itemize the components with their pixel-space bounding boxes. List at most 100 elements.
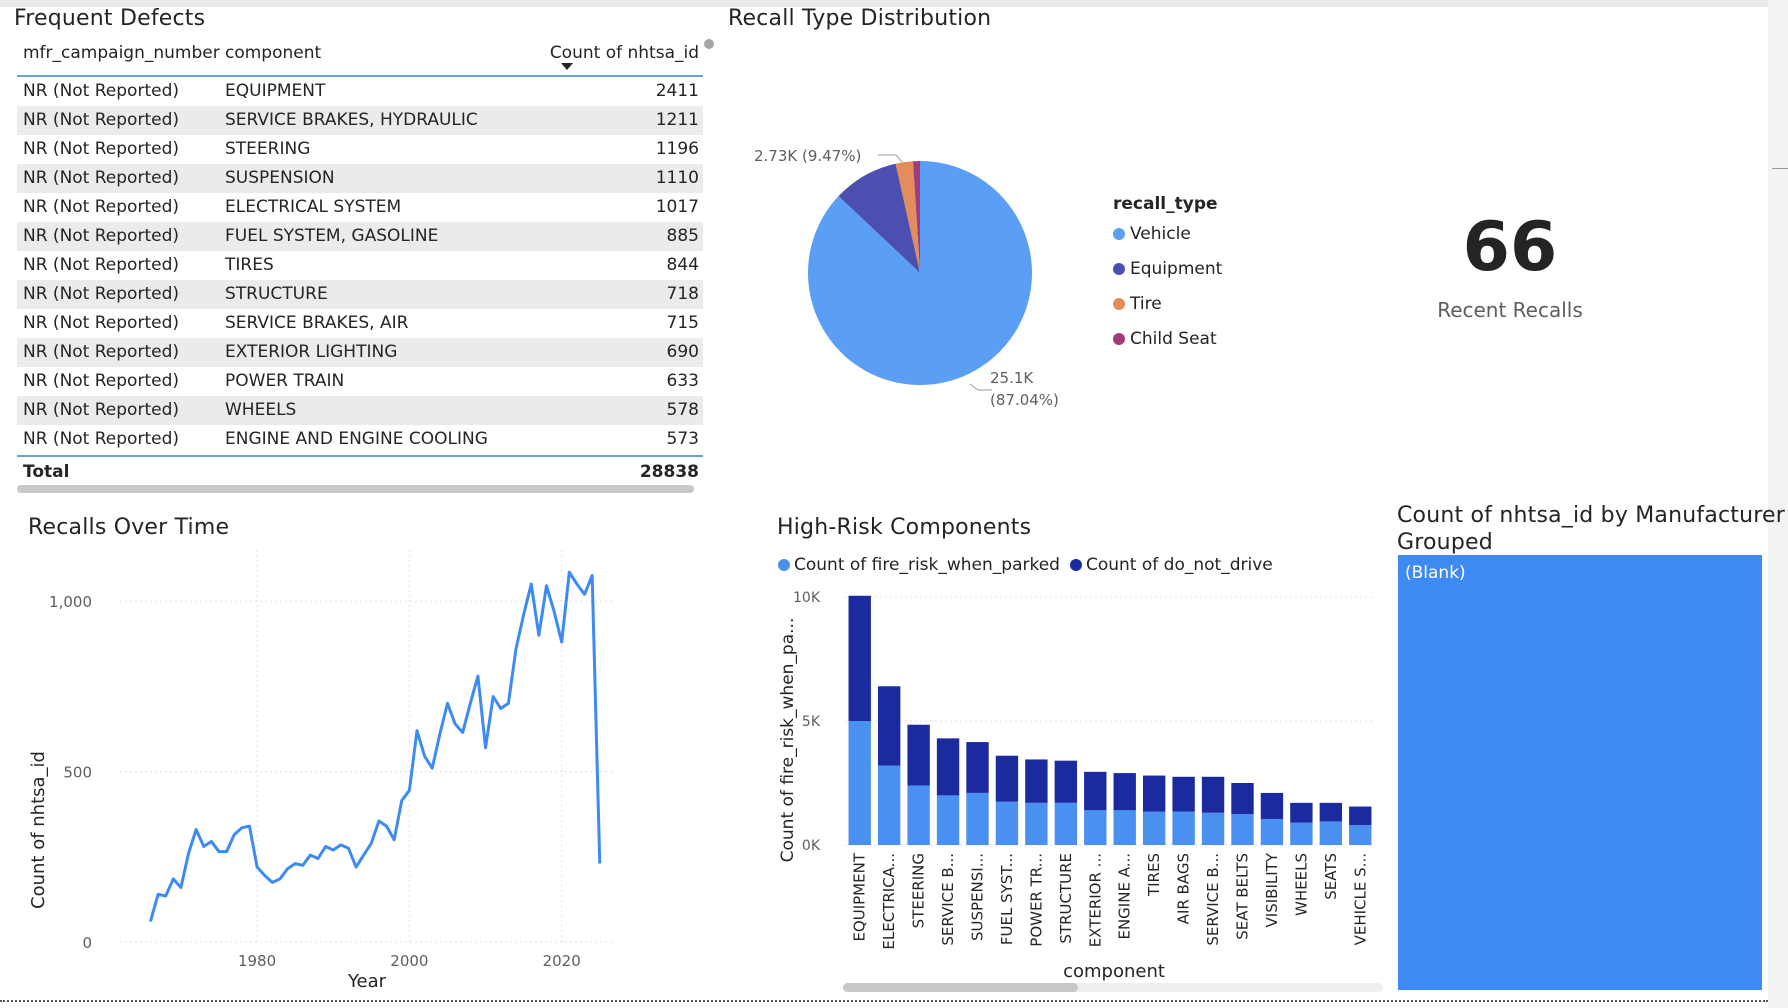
table-row[interactable]: NR (Not Reported) SERVICE BRAKES, AIR 715 <box>17 309 703 338</box>
bar-segment-do-not-drive[interactable] <box>877 686 901 766</box>
bar-segment-do-not-drive[interactable] <box>1349 806 1372 826</box>
bar-segment-do-not-drive[interactable] <box>848 595 871 721</box>
bar-segment-fire-risk[interactable] <box>1290 822 1313 845</box>
high-risk-components-chart[interactable]: 0K 5K 10K EQUIPMENT ELECTRICA... STEERING SER… <box>760 585 1400 985</box>
pie-label-vehicle-value: 25.1K <box>990 369 1034 387</box>
table-row[interactable]: NR (Not Reported) FUEL SYSTEM, GASOLINE 88… <box>17 222 703 251</box>
table-row[interactable]: NR (Not Reported) EQUIPMENT 2411 <box>17 77 703 106</box>
pane-resize-mark <box>1772 168 1788 169</box>
sort-descending-icon[interactable] <box>561 63 573 70</box>
treemap-blank-tile[interactable]: (Blank) <box>1398 555 1762 990</box>
bar-segment-do-not-drive[interactable] <box>1231 783 1254 814</box>
bar-segment-fire-risk[interactable] <box>1025 802 1048 845</box>
bar-segment-fire-risk[interactable] <box>1349 825 1372 845</box>
bar-x-tick-label: STEERING <box>910 853 928 928</box>
column-header-campaign[interactable]: mfr_campaign_number <box>23 43 220 63</box>
cell-count: 1110 <box>655 168 699 188</box>
bar-scroll-track[interactable] <box>843 983 1383 992</box>
bar-segment-do-not-drive[interactable] <box>907 724 930 786</box>
cell-campaign: NR (Not Reported) <box>23 110 179 130</box>
table-row[interactable]: NR (Not Reported) POWER TRAIN 633 <box>17 367 703 396</box>
total-value: 28838 <box>639 462 699 482</box>
table-row[interactable]: NR (Not Reported) STEERING 1196 <box>17 135 703 164</box>
cell-component: FUEL SYSTEM, GASOLINE <box>225 226 439 246</box>
bar-segment-do-not-drive[interactable] <box>1201 776 1225 813</box>
bar-segment-do-not-drive[interactable] <box>1025 759 1048 803</box>
bar-segment-fire-risk[interactable] <box>995 801 1019 845</box>
bar-y-axis-label: Count of fire_risk_when_pa... <box>778 618 798 863</box>
cell-campaign: NR (Not Reported) <box>23 139 179 159</box>
bar-legend-item[interactable]: Count of do_not_drive <box>1069 555 1273 575</box>
bar-segment-fire-risk[interactable] <box>1113 810 1136 845</box>
line-chart-title-text: Recalls Over Time <box>28 515 230 540</box>
table-row[interactable]: NR (Not Reported) ELECTRICAL SYSTEM 1017 <box>17 193 703 222</box>
pie-slice-equipment[interactable] <box>838 163 920 273</box>
table-row[interactable]: NR (Not Reported) SERVICE BRAKES, HYDRAUL… <box>17 106 703 135</box>
bar-segment-do-not-drive[interactable] <box>1290 802 1313 823</box>
bar-segment-do-not-drive[interactable] <box>995 755 1019 802</box>
bar-segment-fire-risk[interactable] <box>877 765 901 845</box>
table-row[interactable]: NR (Not Reported) WHEELS 578 <box>17 396 703 425</box>
cell-count: 1196 <box>655 139 699 159</box>
bar-horizontal-scrollbar[interactable] <box>843 983 1078 992</box>
bar-x-tick-label: POWER TR... <box>1027 853 1045 947</box>
bar-segment-fire-risk[interactable] <box>907 785 930 845</box>
legend-item-child-seat[interactable]: Child Seat <box>1113 329 1217 349</box>
cell-component: ENGINE AND ENGINE COOLING <box>225 429 488 449</box>
pie-slice-child-seat[interactable] <box>912 161 920 273</box>
recalls-over-time-title: Recalls Over Time <box>28 515 229 540</box>
cell-component: ELECTRICAL SYSTEM <box>225 197 402 217</box>
right-pane-edge <box>1768 0 1788 1008</box>
recalls-over-time-chart[interactable]: 0 500 1,000 1980 2000 2020 Year Count of nhts… <box>0 540 760 1000</box>
bar-segment-do-not-drive[interactable] <box>1084 771 1107 811</box>
bar-segment-fire-risk[interactable] <box>1172 811 1195 845</box>
legend-dot-icon <box>1069 559 1082 571</box>
cell-component: EXTERIOR LIGHTING <box>225 342 398 362</box>
legend-label: Child Seat <box>1130 329 1217 349</box>
bar-segment-fire-risk[interactable] <box>936 795 960 845</box>
bar-legend-item[interactable]: Count of fire_risk_when_parked <box>778 555 1060 575</box>
pie-slice-tire[interactable] <box>895 161 920 273</box>
bar-segment-fire-risk[interactable] <box>1054 802 1078 845</box>
recall-type-pie-chart[interactable] <box>780 140 1080 430</box>
bar-segment-do-not-drive[interactable] <box>936 738 960 796</box>
legend-item-tire[interactable]: Tire <box>1113 294 1162 314</box>
table-row[interactable]: NR (Not Reported) TIRES 844 <box>17 251 703 280</box>
bar-segment-do-not-drive[interactable] <box>1142 775 1166 812</box>
bar-segment-do-not-drive[interactable] <box>1054 760 1078 803</box>
cell-campaign: NR (Not Reported) <box>23 197 179 217</box>
table-row[interactable]: NR (Not Reported) ENGINE AND ENGINE COOLI… <box>17 425 703 454</box>
table-scroll-handle[interactable] <box>704 39 714 49</box>
table-horizontal-scrollbar[interactable] <box>17 485 694 493</box>
bar-segment-do-not-drive[interactable] <box>1172 776 1195 812</box>
cell-campaign: NR (Not Reported) <box>23 400 179 420</box>
column-header-count[interactable]: Count of nhtsa_id <box>549 43 699 63</box>
bar-segment-fire-risk[interactable] <box>1319 821 1343 845</box>
cell-component: SERVICE BRAKES, HYDRAULIC <box>225 110 478 130</box>
bar-y-tick-label: 10K <box>793 590 821 606</box>
bar-segment-fire-risk[interactable] <box>1084 810 1107 845</box>
bar-segment-do-not-drive[interactable] <box>1319 802 1343 822</box>
bar-segment-fire-risk[interactable] <box>1142 811 1166 845</box>
table-row[interactable]: NR (Not Reported) EXTERIOR LIGHTING 690 <box>17 338 703 367</box>
bar-segment-do-not-drive[interactable] <box>966 742 989 793</box>
equipment-leader-line <box>878 154 903 163</box>
bar-segment-do-not-drive[interactable] <box>1113 773 1136 811</box>
bar-segment-fire-risk[interactable] <box>966 792 989 845</box>
pie-slice-vehicle[interactable] <box>808 161 1032 385</box>
column-header-component[interactable]: component <box>225 43 322 63</box>
bar-segment-fire-risk[interactable] <box>1260 818 1284 845</box>
legend-label: Vehicle <box>1130 224 1191 244</box>
bar-segment-fire-risk[interactable] <box>1201 812 1225 845</box>
cell-component: STEERING <box>225 139 311 159</box>
high-risk-title: High-Risk Components <box>777 515 1031 540</box>
bar-segment-fire-risk[interactable] <box>1231 814 1254 845</box>
line-x-tick-label: 2020 <box>543 952 581 970</box>
bar-segment-do-not-drive[interactable] <box>1260 792 1284 819</box>
bar-segment-fire-risk[interactable] <box>848 721 871 845</box>
table-row[interactable]: NR (Not Reported) SUSPENSION 1110 <box>17 164 703 193</box>
line-series-recalls[interactable] <box>149 570 602 922</box>
table-row[interactable]: NR (Not Reported) STRUCTURE 718 <box>17 280 703 309</box>
legend-item-equipment[interactable]: Equipment <box>1113 259 1222 279</box>
legend-item-vehicle[interactable]: Vehicle <box>1113 224 1191 244</box>
